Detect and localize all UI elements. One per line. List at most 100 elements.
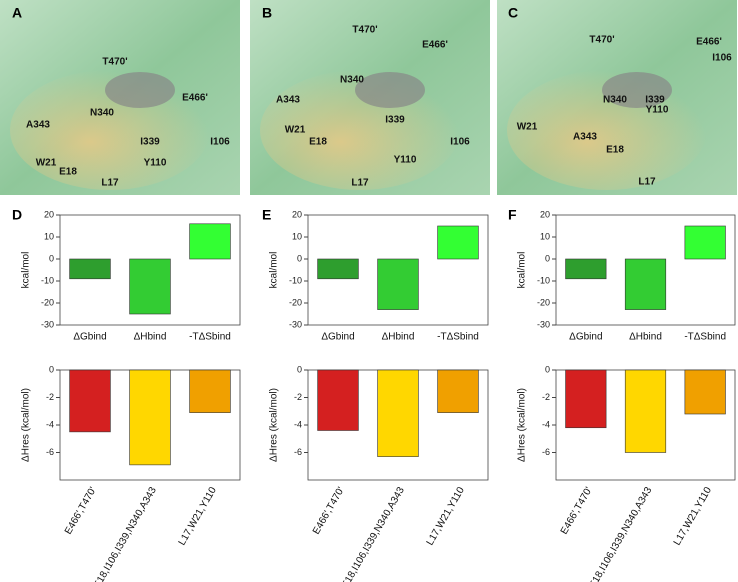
x-tick-label: ΔHbind	[134, 332, 167, 343]
ligand	[602, 72, 672, 108]
residue-label: E466'	[182, 93, 208, 104]
bar	[684, 369, 726, 415]
bar	[437, 225, 479, 260]
y-axis-label: kcal/mol	[21, 252, 32, 289]
y-tick-label: -6	[294, 447, 302, 457]
y-tick-label: -30	[537, 319, 550, 329]
bar	[189, 369, 231, 413]
y-tick-label: 0	[49, 253, 54, 263]
panel-label: A	[12, 5, 22, 21]
bar	[129, 369, 171, 466]
y-tick-label: 0	[297, 364, 302, 374]
panel-label: C	[508, 5, 518, 21]
y-axis-label: ΔHres (kcal/mol)	[21, 388, 32, 462]
y-tick-label: 10	[292, 231, 302, 241]
residue-label: W21	[36, 158, 57, 169]
y-tick-label: -10	[289, 275, 302, 285]
y-axis-label: ΔHres (kcal/mol)	[517, 388, 528, 462]
bar	[317, 258, 359, 280]
residue-label: L17	[638, 177, 656, 188]
x-tick-label: ΔGbind	[73, 332, 106, 343]
y-tick-label: 20	[44, 209, 54, 219]
x-tick-label: L17,W21,Y110	[177, 485, 219, 548]
x-tick-label: L17,W21,Y110	[672, 485, 714, 548]
y-tick-label: 0	[545, 364, 550, 374]
y-tick-label: -20	[537, 297, 550, 307]
residue-label: N340	[340, 75, 364, 86]
x-tick-label: ΔHbind	[629, 332, 662, 343]
residue-label: N340	[90, 108, 114, 119]
panel-label: E	[262, 207, 271, 223]
residue-label: E466'	[696, 37, 722, 48]
x-tick-label: ΔHbind	[382, 332, 415, 343]
x-tick-label: E18,I106,I339,N340,A343	[587, 485, 654, 582]
residue-label: T470'	[102, 57, 127, 68]
x-tick-label: ΔGbind	[321, 332, 354, 343]
residue-label: L17	[351, 178, 369, 189]
y-tick-label: 10	[44, 231, 54, 241]
residue-label: E18	[606, 145, 624, 156]
y-tick-label: -2	[542, 392, 550, 402]
residue-label: A343	[276, 95, 300, 106]
y-axis-label: kcal/mol	[269, 252, 280, 289]
panel-label: F	[508, 207, 517, 223]
x-tick-label: E18,I106,I339,N340,A343	[92, 485, 159, 582]
ligand	[355, 72, 425, 108]
residue-label: W21	[517, 122, 538, 133]
bar	[437, 369, 479, 413]
y-tick-label: -10	[537, 275, 550, 285]
residue-label: A343	[573, 132, 597, 143]
x-tick-label: -TΔSbind	[437, 332, 479, 343]
residue-label: Y110	[144, 158, 167, 169]
y-tick-label: -4	[542, 419, 550, 429]
residue-label: Y110	[646, 105, 669, 116]
x-tick-label: -TΔSbind	[189, 332, 231, 343]
y-tick-label: -30	[41, 319, 54, 329]
residue-label: N340	[603, 95, 627, 106]
bar	[69, 369, 111, 433]
residue-label: E466'	[422, 40, 448, 51]
bar	[624, 258, 667, 310]
residue-label: E18	[59, 167, 77, 178]
bar	[565, 258, 607, 280]
x-tick-label: E18,I106,I339,N340,A343	[340, 485, 407, 582]
x-tick-label: -TΔSbind	[684, 332, 726, 343]
panel-label: D	[12, 207, 22, 223]
x-tick-label: E466',T470'	[559, 485, 595, 536]
residue-label: W21	[285, 125, 306, 136]
residue-label: E18	[309, 137, 327, 148]
bar	[377, 369, 419, 457]
y-tick-label: -30	[289, 319, 302, 329]
y-axis-label: kcal/mol	[517, 252, 528, 289]
residue-label: I106	[210, 137, 230, 148]
y-tick-label: 0	[49, 364, 54, 374]
residue-label: I339	[385, 115, 405, 126]
bar	[684, 225, 726, 260]
y-tick-label: -6	[542, 447, 550, 457]
y-tick-label: -6	[46, 447, 54, 457]
x-tick-label: ΔGbind	[569, 332, 602, 343]
residue-label: I339	[645, 95, 665, 106]
y-tick-label: 0	[545, 253, 550, 263]
residue-label: I106	[712, 53, 732, 64]
residue-label: T470'	[352, 25, 377, 36]
y-axis-label: ΔHres (kcal/mol)	[269, 388, 280, 462]
y-tick-label: -4	[294, 419, 302, 429]
bar	[377, 258, 419, 310]
bar	[624, 369, 667, 453]
x-tick-label: E466',T470'	[63, 485, 99, 536]
y-tick-label: -4	[46, 419, 54, 429]
y-tick-label: 0	[297, 253, 302, 263]
residue-label: I106	[450, 137, 470, 148]
bar	[189, 223, 231, 260]
y-tick-label: 20	[292, 209, 302, 219]
residue-label: T470'	[589, 35, 614, 46]
residue-label: L17	[101, 178, 119, 189]
y-tick-label: -2	[294, 392, 302, 402]
bar	[129, 258, 171, 315]
y-tick-label: -10	[41, 275, 54, 285]
x-tick-label: E466',T470'	[311, 485, 347, 536]
bar	[565, 369, 607, 429]
y-tick-label: 20	[540, 209, 550, 219]
